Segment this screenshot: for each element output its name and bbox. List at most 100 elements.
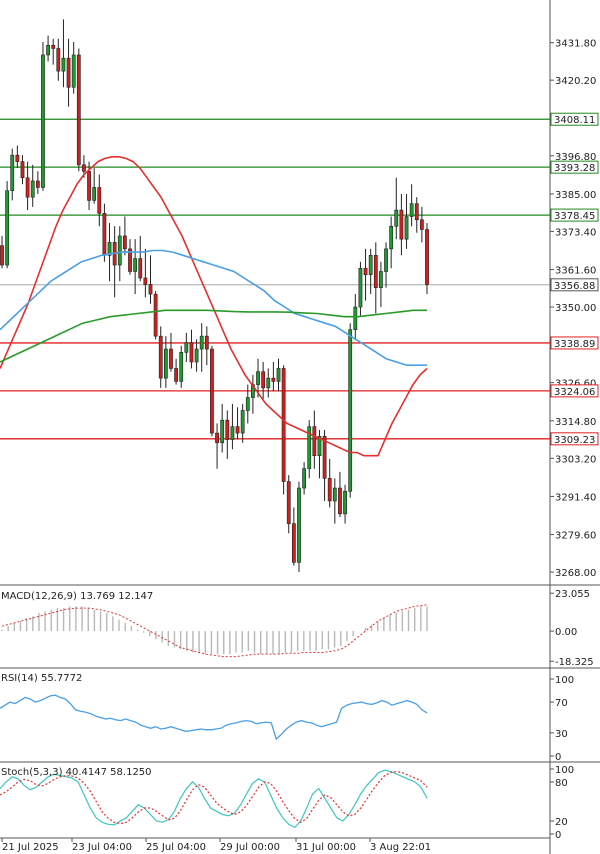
time-tick-label: 23 Jul 04:00 xyxy=(72,842,132,853)
candles xyxy=(0,19,429,573)
candle-body xyxy=(128,248,132,272)
candle-body xyxy=(286,481,291,524)
macd-signal-line xyxy=(1,604,428,658)
candle-body xyxy=(338,487,342,515)
moving-averages xyxy=(0,156,428,457)
candle-body xyxy=(368,255,373,276)
candle-body xyxy=(30,180,35,198)
candle-body xyxy=(276,368,281,382)
candle-body xyxy=(394,209,399,227)
candle-body xyxy=(35,180,40,188)
candle-body xyxy=(174,368,178,382)
time-tick-label: 25 Jul 04:00 xyxy=(146,842,206,853)
level-tag-box xyxy=(550,160,599,174)
candle-body xyxy=(20,161,25,179)
candle-body xyxy=(327,478,332,502)
candle-body xyxy=(409,203,414,217)
candle-body xyxy=(363,267,368,276)
level-tag-box xyxy=(550,208,599,222)
candle-body xyxy=(199,335,204,350)
candle-body xyxy=(184,342,189,353)
candle-body xyxy=(240,410,245,434)
current-price-tag-box xyxy=(550,278,599,292)
candle-body xyxy=(230,426,235,440)
candle-body xyxy=(15,154,20,162)
candle-body xyxy=(215,432,219,444)
candle-body xyxy=(41,54,45,188)
ma-blue-line xyxy=(0,249,427,366)
candle-body xyxy=(317,436,322,457)
candle-body xyxy=(348,329,353,492)
candle-body xyxy=(373,255,378,288)
level-tag-box xyxy=(550,384,599,398)
level-tag-box xyxy=(550,112,599,126)
candle-body xyxy=(0,245,4,266)
candle-body xyxy=(302,468,306,489)
candle-body xyxy=(271,377,276,382)
candle-body xyxy=(66,57,71,88)
candle-body xyxy=(404,216,409,240)
candle-body xyxy=(322,436,327,479)
price-tick-label: 3396.80 xyxy=(555,152,596,163)
candle-body xyxy=(414,203,419,221)
candle-body xyxy=(179,351,184,382)
candle-body xyxy=(225,419,230,440)
candle-body xyxy=(343,490,347,515)
candle-body xyxy=(266,377,271,389)
price-tick-label: 3279.60 xyxy=(555,531,596,542)
candle-body xyxy=(235,426,240,434)
candle-body xyxy=(297,487,301,563)
macd-label: MACD(12,26,9) 13.769 12.147 xyxy=(1,591,153,602)
candle-body xyxy=(51,44,56,49)
candle-body xyxy=(307,426,312,469)
price-tick-label: 3431.80 xyxy=(555,39,596,50)
candle-body xyxy=(102,213,107,256)
ma-green-line xyxy=(0,309,427,363)
level-tag-box xyxy=(550,432,599,446)
time-tick-label: 29 Jul 00:00 xyxy=(220,842,280,853)
candle-body xyxy=(71,54,76,88)
candle-body xyxy=(97,187,102,214)
stoch-tick-label: 20 xyxy=(555,817,568,828)
rsi-tick-label: 0 xyxy=(555,752,561,763)
candle-body xyxy=(389,225,394,250)
candle-body xyxy=(194,348,199,363)
candle-body xyxy=(425,229,429,285)
candle-body xyxy=(92,187,97,201)
candle-body xyxy=(358,267,363,308)
candle-body xyxy=(143,277,148,285)
level-tags: 3408.11 3393.28 3378.45 3338.89 3324.06 3309.… xyxy=(550,112,599,446)
candle-body xyxy=(204,335,209,350)
candle-body xyxy=(384,248,388,272)
candle-body xyxy=(138,258,143,279)
candle-body xyxy=(56,48,61,72)
candle-body xyxy=(281,368,286,482)
rsi-line xyxy=(0,694,428,741)
price-tick-label: 3314.80 xyxy=(555,417,596,428)
macd-tick-label: -18.325 xyxy=(555,657,594,668)
candle-body xyxy=(5,190,10,266)
price-tick-label: 3291.40 xyxy=(555,492,596,503)
level-tag-label: 3393.28 xyxy=(554,163,595,174)
candle-body xyxy=(291,523,296,563)
rsi-tick-label: 30 xyxy=(555,729,568,740)
time-tick-label: 3 Aug 22:01 xyxy=(370,842,431,853)
time-tick-label: 21 Jul 2025 xyxy=(2,842,59,853)
macd-tick-label: 23.055 xyxy=(555,589,590,600)
level-tag-label: 3338.89 xyxy=(554,339,595,350)
price-tick-label: 3303.20 xyxy=(555,454,596,465)
candle-body xyxy=(379,271,383,288)
candle-body xyxy=(163,348,168,379)
level-tag-label: 3408.11 xyxy=(554,115,595,126)
candle-body xyxy=(419,219,424,230)
price-tick-label: 3268.00 xyxy=(555,568,596,579)
candle-body xyxy=(133,258,138,272)
candle-body xyxy=(87,170,91,201)
stoch-panel: 100 80 20 0 xyxy=(0,765,574,841)
ma-red-line xyxy=(0,156,428,457)
macd-panel: 23.055 0.00 -18.325 xyxy=(0,589,600,669)
candle-body xyxy=(245,397,250,411)
candle-body xyxy=(148,284,153,295)
candle-body xyxy=(399,209,404,240)
price-tick-label: 3326.60 xyxy=(555,379,596,390)
